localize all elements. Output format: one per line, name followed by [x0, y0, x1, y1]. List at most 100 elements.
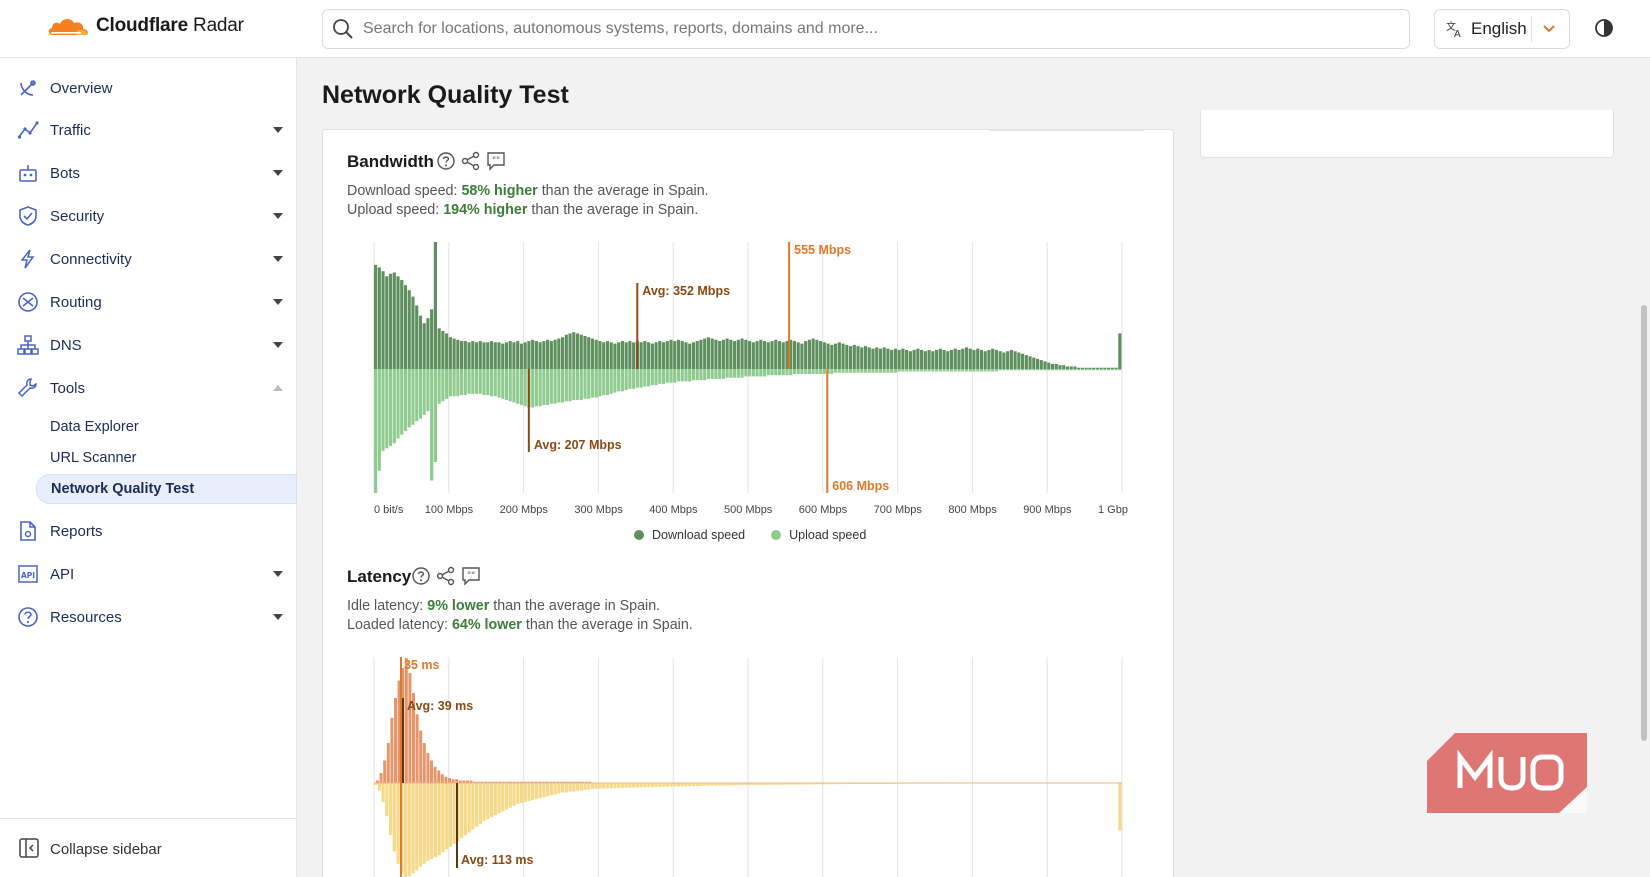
- x-tick-label: 600 Mbps: [799, 504, 848, 516]
- chevron-down-icon[interactable]: [1541, 20, 1557, 41]
- upload-bar: [557, 369, 561, 403]
- sidebar-item-tools[interactable]: Tools: [0, 368, 297, 408]
- sidebar-item-api[interactable]: API API: [0, 554, 297, 594]
- upload-bar: [620, 369, 624, 392]
- loaded-latency-bar: [534, 783, 539, 800]
- help-icon[interactable]: [436, 151, 456, 171]
- upload-bar: [673, 369, 677, 383]
- loaded-latency-bar: [654, 783, 658, 787]
- x-tick-label: 100 Mbps: [425, 504, 474, 516]
- loaded-latency-bar: [407, 783, 411, 877]
- download-bar: [665, 341, 669, 369]
- collapse-sidebar-label: Collapse sidebar: [50, 841, 162, 858]
- idle-latency-bar: [476, 781, 480, 783]
- sidebar-subitem-data-explorer[interactable]: Data Explorer: [50, 419, 139, 435]
- upload-bar: [489, 369, 494, 397]
- quote-comment-icon[interactable]: " ": [461, 566, 481, 586]
- upload-bar: [635, 369, 639, 388]
- download-bar: [418, 315, 423, 369]
- loaded-latency-bar: [452, 783, 456, 844]
- page-title: Network Quality Test: [322, 81, 569, 109]
- idle-latency-bar: [462, 780, 466, 783]
- loaded-latency-bar: [699, 783, 703, 786]
- collapse-sidebar-button[interactable]: Collapse sidebar: [0, 818, 297, 877]
- sidebar-item-bots[interactable]: Bots: [0, 153, 297, 193]
- upload-bar: [938, 369, 942, 372]
- upload-bar: [422, 369, 426, 415]
- quote-comment-icon[interactable]: " ": [486, 151, 506, 171]
- loaded-latency-bar: [725, 783, 729, 786]
- download-bar: [908, 351, 912, 369]
- loaded-latency-bar: [609, 783, 613, 789]
- legend-item-download[interactable]: Download speed: [634, 528, 745, 542]
- loaded-latency-bar: [572, 783, 576, 792]
- upload-bar: [587, 369, 591, 399]
- download-bar: [792, 341, 797, 369]
- download-bar: [385, 276, 389, 369]
- sidebar-item-connectivity[interactable]: Connectivity: [0, 239, 297, 279]
- download-bar: [1017, 352, 1021, 369]
- download-bar: [867, 347, 871, 369]
- idle-latency-bar: [491, 781, 495, 783]
- upload-bar: [740, 369, 744, 378]
- download-bar: [740, 338, 744, 369]
- download-bar: [669, 339, 673, 369]
- idle-latency-bar: [390, 718, 394, 783]
- upload-bar: [463, 369, 467, 396]
- download-summary: Download speed: 58% higher than the aver…: [347, 183, 709, 199]
- loaded-latency-bar: [800, 783, 804, 785]
- page-scrollbar-thumb[interactable]: [1641, 305, 1647, 741]
- idle-latency-bar: [559, 781, 563, 783]
- sidebar-item-overview[interactable]: Overview: [0, 68, 297, 108]
- upload-bar: [759, 369, 763, 377]
- cloudflare-radar-logo[interactable]: Cloudflare Radar: [46, 15, 244, 37]
- upload-bar: [830, 369, 834, 374]
- sidebar-item-label: Security: [50, 207, 105, 225]
- upload-bar: [516, 369, 520, 404]
- loaded-latency-bar: [740, 783, 744, 786]
- download-bar: [381, 271, 385, 369]
- upload-bar: [834, 369, 838, 373]
- download-bar: [478, 341, 482, 369]
- sidebar-subitem-url-scanner[interactable]: URL Scanner: [50, 450, 137, 466]
- language-selector[interactable]: 文 A English: [1434, 9, 1570, 49]
- loaded-latency-bar: [777, 783, 782, 785]
- share-icon[interactable]: [461, 151, 481, 171]
- upload-bar: [474, 369, 479, 394]
- sidebar-item-resources[interactable]: Resources: [0, 597, 297, 637]
- download-bar: [433, 242, 437, 369]
- sidebar-item-routing[interactable]: Routing: [0, 282, 297, 322]
- download-bar: [497, 342, 501, 369]
- theme-toggle-icon[interactable]: [1593, 17, 1615, 44]
- sidebar-item-reports[interactable]: Reports: [0, 511, 297, 551]
- search-box[interactable]: [322, 9, 1410, 49]
- legend-item-upload[interactable]: Upload speed: [771, 528, 866, 542]
- sidebar-item-security[interactable]: Security: [0, 196, 297, 236]
- loaded-latency-bar: [706, 783, 711, 786]
- loaded-latency-bar: [441, 783, 445, 853]
- idle-latency-bar: [563, 781, 567, 783]
- sidebar-item-traffic[interactable]: Traffic: [0, 110, 297, 150]
- idle-latency-bar: [397, 680, 401, 783]
- upload-bar: [661, 369, 666, 384]
- search-input[interactable]: [363, 20, 1383, 38]
- loaded-latency-bar: [856, 783, 860, 785]
- upload-bar: [396, 369, 400, 439]
- help-icon[interactable]: [411, 566, 431, 586]
- download-bar: [1032, 357, 1036, 369]
- download-bar: [938, 348, 942, 369]
- loaded-latency-bar: [661, 783, 666, 787]
- loaded-latency-bar: [542, 783, 546, 798]
- loaded-latency-bar: [774, 783, 778, 785]
- bandwidth-title: Bandwidth: [347, 152, 434, 171]
- idle-latency-bar: [512, 781, 516, 783]
- sidebar-subitem-network-quality-test[interactable]: Network Quality Test: [36, 474, 297, 504]
- download-bar: [1065, 366, 1070, 369]
- svg-text:": ": [492, 156, 496, 166]
- loaded-latency-bar: [755, 783, 759, 785]
- download-bar: [632, 342, 636, 369]
- upload-bar: [647, 369, 651, 387]
- sidebar-item-dns[interactable]: DNS: [0, 325, 297, 365]
- loaded-latency-bar: [830, 783, 834, 785]
- share-icon[interactable]: [436, 566, 456, 586]
